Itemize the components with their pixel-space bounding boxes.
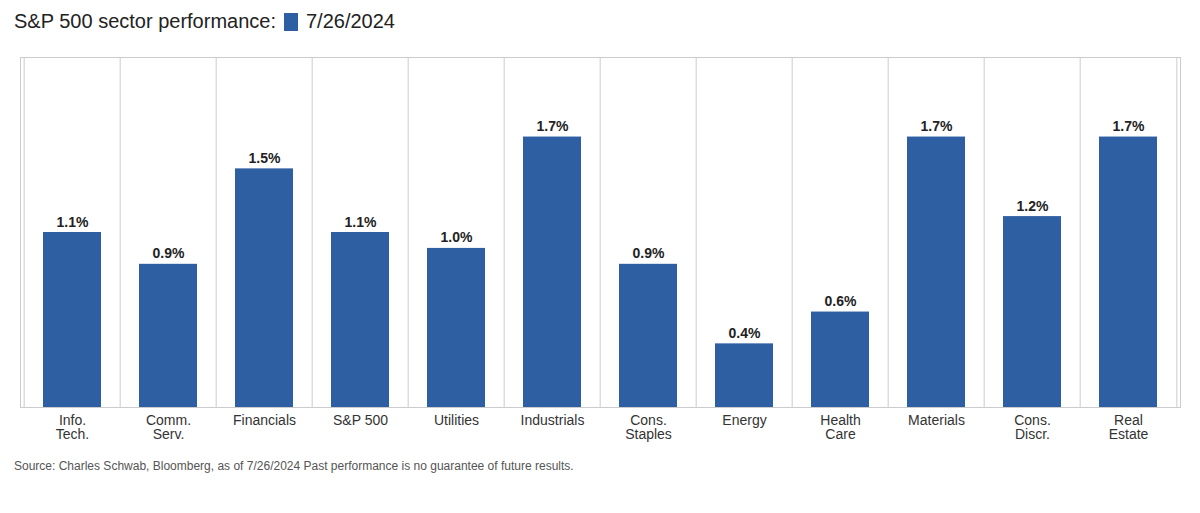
svg-text:1.1%: 1.1% [57,214,89,230]
svg-text:Financials: Financials [233,412,296,428]
html-text:Source: Charles Schwab, Bloomb: Source: Charles Schwab, Bloomberg, as of… [14,459,574,473]
svg-text:1.2%: 1.2% [1017,198,1049,214]
svg-text:0.9%: 0.9% [153,245,185,261]
svg-text:Industrials: Industrials [521,412,585,428]
svg-text:Comm.Serv.: Comm.Serv. [146,412,191,442]
svg-text:Info.Tech.: Info.Tech. [56,412,89,442]
svg-text:1.7%: 1.7% [537,118,569,134]
svg-text:Cons.Staples: Cons.Staples [625,412,672,442]
svg-text:1.7%: 1.7% [921,118,953,134]
svg-text:1.1%: 1.1% [345,214,377,230]
svg-text:HealthCare: HealthCare [820,412,860,442]
svg-text:RealEstate: RealEstate [1109,412,1149,442]
svg-text:S&P 500: S&P 500 [333,412,388,428]
svg-text:Utilities: Utilities [434,412,479,428]
html-text:S&P 500 sector performance:: S&P 500 sector performance: [14,10,276,32]
svg-text:Energy: Energy [722,412,766,428]
svg-text:1.0%: 1.0% [441,229,473,245]
svg-text:0.6%: 0.6% [825,293,857,309]
svg-text:Cons.Discr.: Cons.Discr. [1014,412,1051,442]
svg-text:Materials: Materials [908,412,965,428]
svg-text:0.9%: 0.9% [633,245,665,261]
svg-text:1.7%: 1.7% [1113,118,1145,134]
html-text:7/26/2024: 7/26/2024 [306,10,395,32]
svg-text:0.4%: 0.4% [729,325,761,341]
svg-text:1.5%: 1.5% [249,150,281,166]
